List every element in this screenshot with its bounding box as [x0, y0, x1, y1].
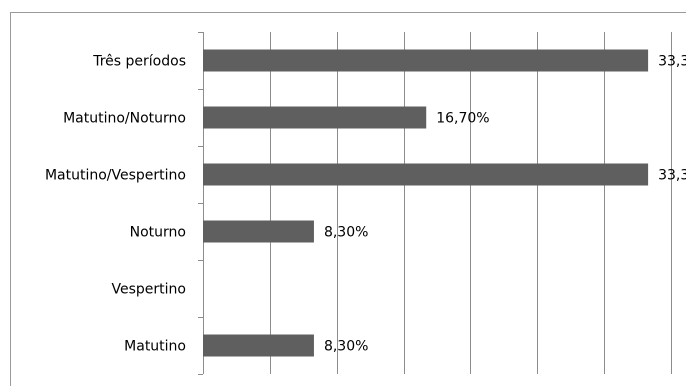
bar — [203, 106, 427, 129]
chart-frame — [10, 12, 686, 386]
bar — [203, 334, 314, 357]
data-label: 8,30% — [324, 225, 368, 241]
data-label: 8,30% — [324, 339, 368, 355]
data-label: 33,30% — [658, 54, 686, 70]
category-label: Noturno — [130, 225, 186, 241]
category-label: Matutino/Noturno — [63, 111, 186, 127]
bar — [203, 49, 649, 72]
category-label: Matutino/Vespertino — [45, 168, 186, 184]
category-label: Três períodos — [92, 54, 186, 70]
category-label: Matutino — [124, 339, 186, 355]
category-label: Vespertino — [112, 282, 186, 298]
bar — [203, 220, 314, 243]
data-label: 33,30% — [658, 168, 686, 184]
data-label: 16,70% — [436, 111, 489, 127]
bar — [203, 163, 649, 186]
